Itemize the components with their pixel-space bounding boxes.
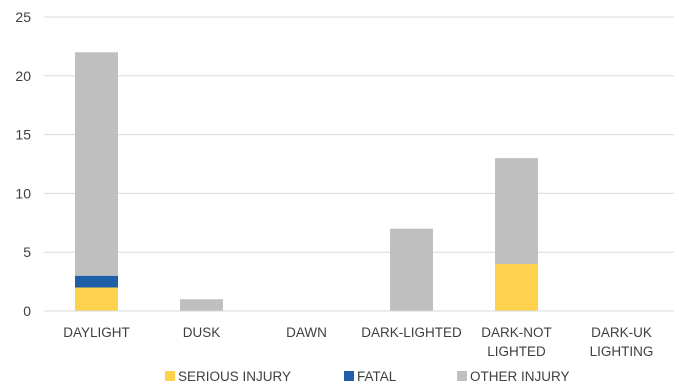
y-tick-label: 10 bbox=[15, 185, 31, 201]
legend-label: SERIOUS INJURY bbox=[178, 369, 291, 384]
bar-other-injury bbox=[75, 52, 118, 276]
bar-serious-injury bbox=[495, 263, 538, 311]
legend-swatch bbox=[165, 371, 175, 381]
bars bbox=[75, 52, 538, 311]
gridlines bbox=[44, 16, 674, 253]
bar-serious-injury bbox=[75, 287, 118, 311]
bar-other-injury bbox=[180, 299, 223, 311]
y-tick-label: 0 bbox=[23, 303, 31, 319]
y-tick-label: 20 bbox=[15, 68, 31, 84]
legend: SERIOUS INJURY FATAL OTHER INJURY bbox=[165, 369, 570, 384]
x-tick-label: DARK-LIGHTED bbox=[361, 325, 462, 340]
x-tick-label: DARK-UK bbox=[591, 325, 652, 340]
x-tick-label: DUSK bbox=[183, 325, 221, 340]
y-axis-ticks: 0 5 10 15 20 25 bbox=[15, 9, 31, 319]
x-tick-label: DAWN bbox=[286, 325, 327, 340]
legend-label: FATAL bbox=[357, 369, 397, 384]
x-axis-labels: DAYLIGHT DUSK DAWN DARK-LIGHTED DARK-NOT LIGH… bbox=[63, 325, 653, 359]
bar-fatal bbox=[75, 275, 118, 288]
bar-other-injury bbox=[390, 228, 433, 311]
x-tick-label: DARK-NOT bbox=[481, 325, 552, 340]
y-tick-label: 25 bbox=[15, 9, 31, 25]
x-tick-label: LIGHTING bbox=[590, 344, 654, 359]
x-tick-label: LIGHTED bbox=[487, 344, 546, 359]
bar-other-injury bbox=[495, 158, 538, 264]
x-tick-label: DAYLIGHT bbox=[63, 325, 130, 340]
y-tick-label: 5 bbox=[23, 244, 31, 260]
y-tick-label: 15 bbox=[15, 127, 31, 143]
legend-label: OTHER INJURY bbox=[470, 369, 570, 384]
legend-swatch bbox=[344, 371, 354, 381]
legend-swatch bbox=[457, 371, 467, 381]
